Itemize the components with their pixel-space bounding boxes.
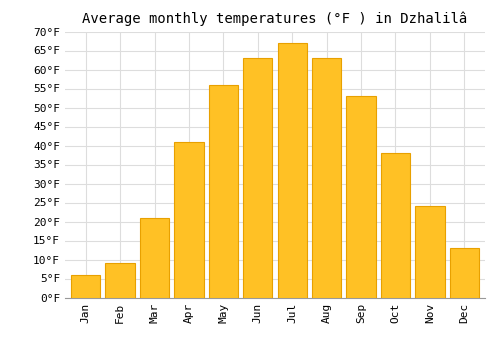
Bar bbox=[174, 142, 204, 298]
Bar bbox=[381, 153, 410, 298]
Bar bbox=[312, 58, 342, 298]
Bar bbox=[278, 43, 307, 298]
Bar bbox=[416, 206, 444, 298]
Bar bbox=[71, 275, 101, 298]
Title: Average monthly temperatures (°F ) in Dzhalilâ: Average monthly temperatures (°F ) in Dz… bbox=[82, 12, 468, 26]
Bar bbox=[346, 96, 376, 298]
Bar bbox=[208, 85, 238, 298]
Bar bbox=[140, 218, 169, 298]
Bar bbox=[243, 58, 272, 298]
Bar bbox=[106, 263, 134, 298]
Bar bbox=[450, 248, 479, 298]
